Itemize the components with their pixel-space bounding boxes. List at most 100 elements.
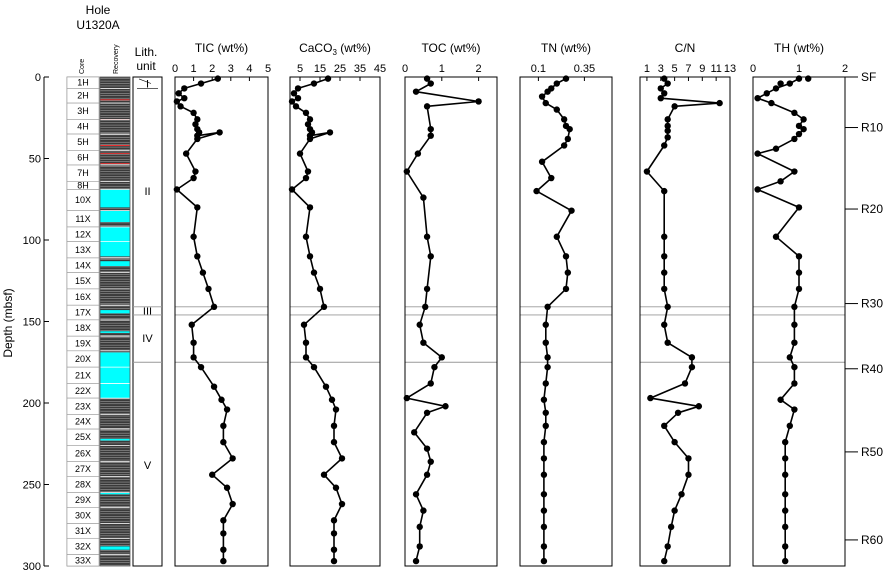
data-point <box>229 500 236 508</box>
data-point <box>216 129 223 136</box>
data-point <box>423 445 431 452</box>
data-point <box>210 383 218 390</box>
core-label: 29X <box>75 495 91 505</box>
data-point <box>320 303 328 311</box>
core-label: 25X <box>75 432 91 442</box>
data-point <box>420 339 427 346</box>
data-point <box>681 380 689 387</box>
x-tick-label: 15 <box>314 63 326 75</box>
panel-title: TIC (wt%) <box>195 41 248 55</box>
data-point <box>438 354 445 361</box>
data-point <box>664 339 671 346</box>
panel-title: TOC (wt%) <box>421 41 480 55</box>
data-point <box>542 339 549 346</box>
data-point <box>791 363 798 371</box>
data-point <box>302 109 310 117</box>
data-point <box>664 127 671 134</box>
data-point <box>220 530 227 537</box>
data-point <box>218 396 225 403</box>
data-point <box>791 380 798 387</box>
data-point <box>188 321 195 328</box>
x-tick-label: 0.35 <box>574 63 595 75</box>
core-label: 30X <box>75 510 91 520</box>
depth-tick-label: 250 <box>23 480 41 492</box>
core-label: 14X <box>75 260 91 270</box>
data-point <box>540 455 548 462</box>
data-point <box>553 106 560 113</box>
x-tick-label: 2 <box>842 63 848 75</box>
recovery-column <box>99 76 131 567</box>
data-point <box>288 186 296 193</box>
core-label: 27X <box>75 464 91 474</box>
data-point <box>560 116 568 123</box>
data-point <box>175 90 182 97</box>
data-point <box>306 204 314 211</box>
recovery-gap <box>100 189 130 208</box>
data-point <box>772 145 780 152</box>
data-point <box>678 491 685 498</box>
lith-unit-i-pointer <box>138 78 152 84</box>
data-point <box>542 380 549 387</box>
data-point <box>664 543 671 550</box>
data-point <box>427 380 434 387</box>
data-point <box>403 394 411 402</box>
reflector-label: R50 <box>861 445 883 459</box>
panel-4: TN (wt%) 0.1 0.35 <box>519 41 613 567</box>
data-point <box>667 523 675 531</box>
data-point <box>416 543 423 550</box>
seismic-reflectors: SF R10 R20 R30 R40 R50 R60 <box>845 70 883 547</box>
data-point <box>322 383 330 390</box>
series-line <box>756 77 805 562</box>
data-point <box>661 187 668 195</box>
data-point <box>330 517 338 524</box>
data-point <box>661 422 668 430</box>
data-point <box>420 507 427 514</box>
data-point <box>310 363 318 371</box>
data-point <box>540 438 548 446</box>
data-point <box>294 85 302 92</box>
data-point <box>643 168 651 175</box>
data-point <box>423 285 431 293</box>
x-tick-label: 25 <box>334 63 346 75</box>
data-point <box>695 403 703 410</box>
core-label: 23X <box>75 401 91 411</box>
data-point <box>229 455 236 462</box>
data-point <box>754 186 761 193</box>
data-point <box>795 204 803 211</box>
data-point <box>338 455 346 462</box>
data-point <box>324 75 332 82</box>
data-point <box>657 85 664 92</box>
core-label: 19X <box>75 339 91 349</box>
panel-title-main: CaCO <box>299 41 332 55</box>
reflector-label: R30 <box>861 297 883 311</box>
data-point <box>290 90 298 97</box>
data-point <box>220 422 227 430</box>
core-label: 33X <box>75 555 91 565</box>
data-point <box>416 523 423 531</box>
data-point <box>795 122 803 130</box>
panel-frame <box>404 76 498 567</box>
data-point <box>800 125 807 133</box>
x-tick-label: 9 <box>699 63 705 75</box>
x-tick-label: 0.1 <box>531 63 546 75</box>
data-point <box>560 142 568 149</box>
core-label: 10X <box>75 195 91 205</box>
data-point <box>173 186 181 193</box>
data-point <box>786 422 793 430</box>
data-point <box>540 507 548 514</box>
depth-tick-label: 150 <box>23 317 41 329</box>
data-point <box>302 233 310 240</box>
data-point <box>220 546 227 553</box>
x-tick-label: 5 <box>672 63 678 75</box>
data-point <box>795 253 803 260</box>
data-point <box>791 303 798 311</box>
depth-tick-label: 100 <box>23 235 41 247</box>
core-label: 20X <box>75 354 91 364</box>
data-point <box>782 471 789 478</box>
core-label: 21X <box>75 370 91 380</box>
recovery-gap <box>100 331 130 333</box>
data-point <box>791 406 798 413</box>
reflector-label: SF <box>861 70 876 84</box>
data-point <box>223 406 231 413</box>
